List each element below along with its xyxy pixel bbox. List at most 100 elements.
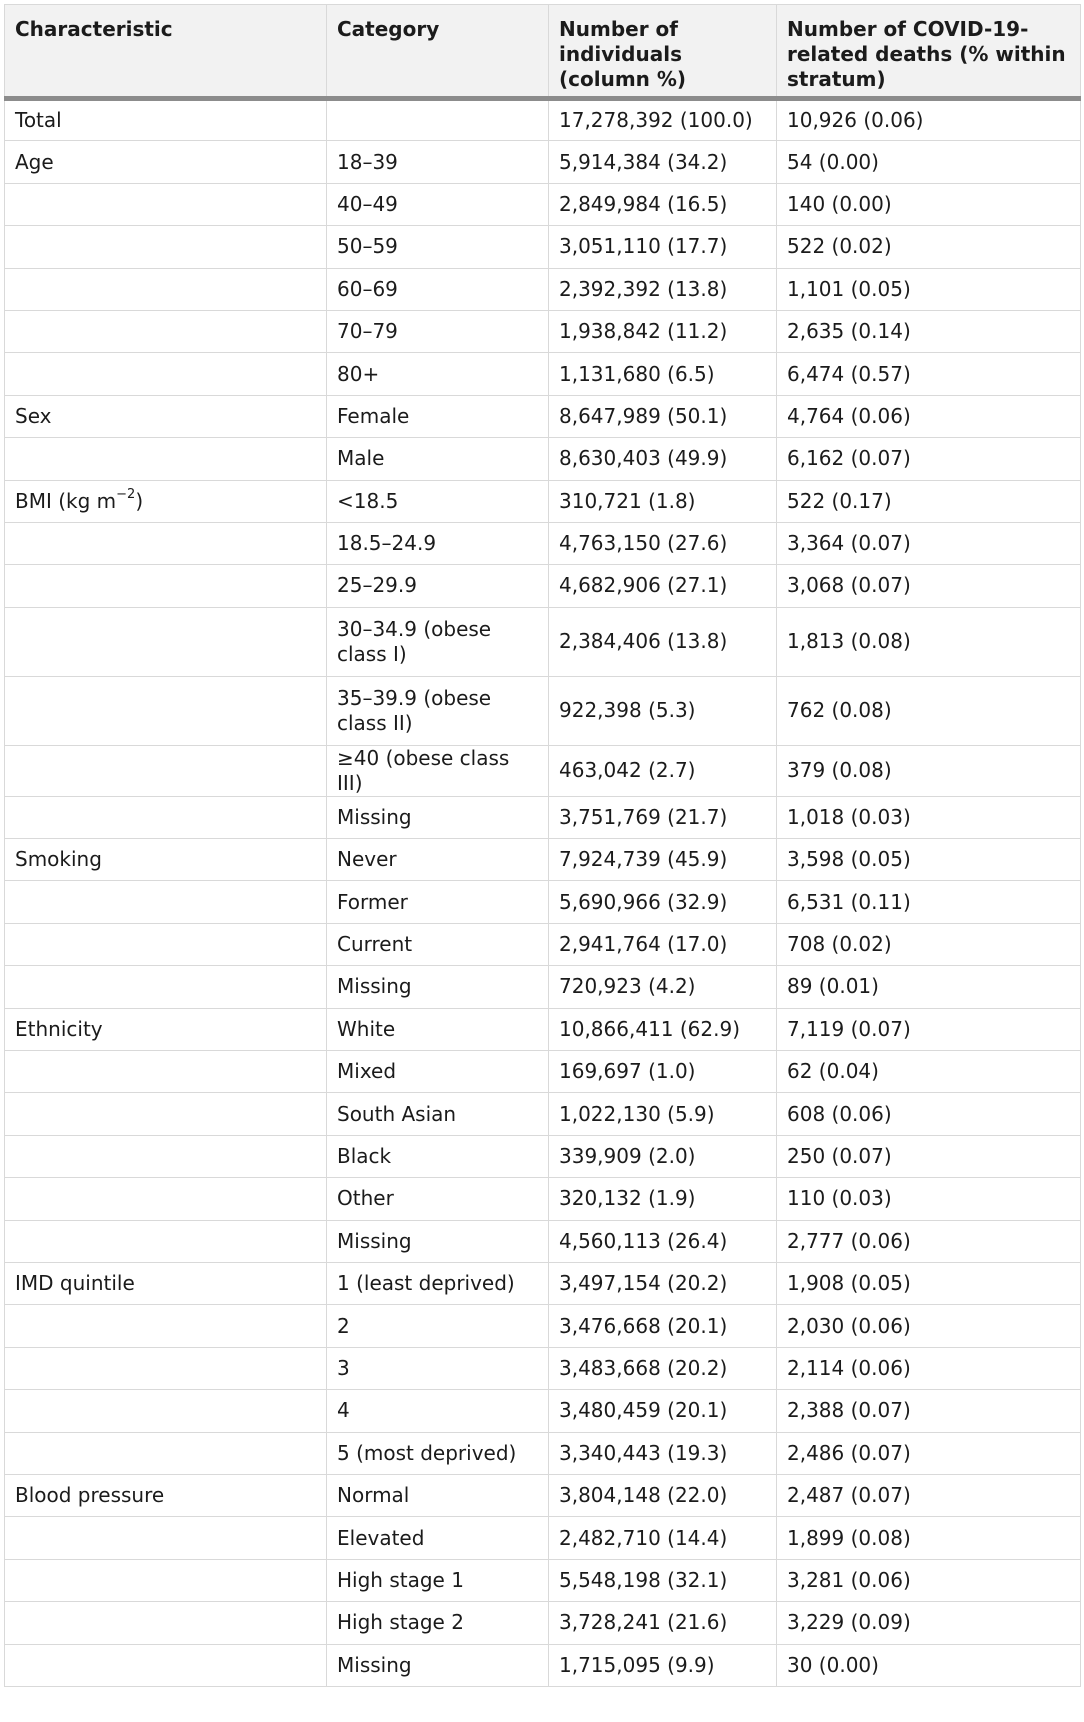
table-row: 4 3,480,459 (20.1) 2,388 (0.07) [4, 1389, 1081, 1433]
cell-category: Never [326, 838, 549, 882]
cell-category: White [326, 1007, 549, 1052]
cell-characteristic [4, 352, 327, 396]
cell-characteristic [4, 1601, 327, 1645]
cell-individuals: 922,398 (5.3) [548, 675, 777, 746]
table-row: High stage 1 5,548,198 (32.1) 3,281 (0.06) [4, 1558, 1081, 1603]
cell-characteristic [4, 675, 327, 746]
cell-category: Black [326, 1134, 549, 1179]
cell-category: ≥40 (obese class III) [326, 744, 549, 797]
cell-individuals: 1,715,095 (9.9) [548, 1643, 777, 1687]
cell-deaths: 1,813 (0.08) [776, 606, 1081, 677]
cell-category: 35–39.9 (obese class II) [326, 675, 549, 746]
cell-characteristic [4, 606, 327, 677]
cell-characteristic [4, 182, 327, 227]
cell-deaths: 4,764 (0.06) [776, 394, 1081, 439]
table-row: Mixed 169,697 (1.0) 62 (0.04) [4, 1050, 1081, 1094]
cell-characteristic [4, 1134, 327, 1179]
cell-individuals: 17,278,392 (100.0) [548, 97, 777, 142]
table-body: Total 17,278,392 (100.0) 10,926 (0.06) Age 1… [4, 97, 1081, 1687]
cell-individuals: 10,866,411 (62.9) [548, 1007, 777, 1052]
cell-characteristic [4, 1050, 327, 1094]
table-row: Missing 720,923 (4.2) 89 (0.01) [4, 965, 1081, 1009]
cell-characteristic [4, 1304, 327, 1348]
cell-deaths: 2,114 (0.06) [776, 1346, 1081, 1391]
cell-individuals: 2,849,984 (16.5) [548, 182, 777, 227]
cell-characteristic [4, 1346, 327, 1391]
cell-individuals: 463,042 (2.7) [548, 744, 777, 797]
header-individuals: Number of individuals (column %) [548, 4, 777, 99]
cell-individuals: 1,131,680 (6.5) [548, 352, 777, 396]
cell-characteristic [4, 1558, 327, 1603]
table-row: Sex Female 8,647,989 (50.1) 4,764 (0.06) [4, 394, 1081, 439]
cell-deaths: 6,531 (0.11) [776, 880, 1081, 924]
cell-deaths: 522 (0.17) [776, 479, 1081, 523]
cell-deaths: 250 (0.07) [776, 1134, 1081, 1179]
cell-category: Mixed [326, 1050, 549, 1094]
bmi-label: BMI (kg m [15, 488, 117, 513]
cell-individuals: 3,340,443 (19.3) [548, 1431, 777, 1475]
cell-deaths: 2,487 (0.07) [776, 1473, 1081, 1518]
cell-deaths: 3,281 (0.06) [776, 1558, 1081, 1603]
cell-category: High stage 1 [326, 1558, 549, 1603]
cell-individuals: 4,560,113 (26.4) [548, 1219, 777, 1263]
cell-deaths: 708 (0.02) [776, 922, 1081, 967]
cell-deaths: 522 (0.02) [776, 225, 1081, 269]
table-row: Missing 1,715,095 (9.9) 30 (0.00) [4, 1643, 1081, 1687]
cell-characteristic [4, 1389, 327, 1433]
cell-category: Missing [326, 965, 549, 1009]
table-row: Missing 4,560,113 (26.4) 2,777 (0.06) [4, 1219, 1081, 1263]
table-row: Elevated 2,482,710 (14.4) 1,899 (0.08) [4, 1516, 1081, 1560]
header-category: Category [326, 4, 549, 99]
cell-category: Male [326, 437, 549, 481]
cell-characteristic [4, 225, 327, 269]
header-row: Characteristic Category Number of indivi… [4, 4, 1081, 99]
table-row: 3 3,483,668 (20.2) 2,114 (0.06) [4, 1346, 1081, 1391]
cell-category: Elevated [326, 1516, 549, 1560]
cell-deaths: 379 (0.08) [776, 744, 1081, 797]
cell-individuals: 3,480,459 (20.1) [548, 1389, 777, 1433]
cell-category: 40–49 [326, 182, 549, 227]
cell-characteristic [4, 744, 327, 797]
cell-category: <18.5 [326, 479, 549, 523]
table-row: 80+ 1,131,680 (6.5) 6,474 (0.57) [4, 352, 1081, 396]
table-container: Characteristic Category Number of indivi… [4, 4, 1081, 1687]
cell-category: 1 (least deprived) [326, 1261, 549, 1306]
cell-deaths: 89 (0.01) [776, 965, 1081, 1009]
cell-category: 3 [326, 1346, 549, 1391]
cell-individuals: 310,721 (1.8) [548, 479, 777, 523]
cell-deaths: 2,777 (0.06) [776, 1219, 1081, 1263]
cell-individuals: 3,751,769 (21.7) [548, 795, 777, 840]
cell-characteristic: BMI (kg m−2) [4, 479, 327, 523]
cell-deaths: 1,101 (0.05) [776, 267, 1081, 311]
table-row: Former 5,690,966 (32.9) 6,531 (0.11) [4, 880, 1081, 924]
cell-individuals: 2,384,406 (13.8) [548, 606, 777, 677]
cell-characteristic: Age [4, 140, 327, 184]
cell-individuals: 3,476,668 (20.1) [548, 1304, 777, 1348]
cell-characteristic [4, 267, 327, 311]
cell-characteristic [4, 1219, 327, 1263]
cell-deaths: 6,474 (0.57) [776, 352, 1081, 396]
cell-category: 30–34.9 (obese class I) [326, 606, 549, 677]
cell-deaths: 30 (0.00) [776, 1643, 1081, 1687]
cell-deaths: 608 (0.06) [776, 1092, 1081, 1136]
cell-characteristic [4, 922, 327, 967]
cell-deaths: 1,908 (0.05) [776, 1261, 1081, 1306]
cell-individuals: 3,051,110 (17.7) [548, 225, 777, 269]
cell-individuals: 2,392,392 (13.8) [548, 267, 777, 311]
cell-category: 2 [326, 1304, 549, 1348]
table-header: Characteristic Category Number of indivi… [4, 4, 1081, 99]
table-row: BMI (kg m−2) <18.5 310,721 (1.8) 522 (0.17) [4, 479, 1081, 523]
cell-individuals: 2,482,710 (14.4) [548, 1516, 777, 1560]
table-row: 40–49 2,849,984 (16.5) 140 (0.00) [4, 182, 1081, 227]
cell-category: Missing [326, 795, 549, 840]
cell-individuals: 339,909 (2.0) [548, 1134, 777, 1179]
cell-category: High stage 2 [326, 1601, 549, 1645]
table-row: 25–29.9 4,682,906 (27.1) 3,068 (0.07) [4, 564, 1081, 608]
table-row: IMD quintile 1 (least deprived) 3,497,154 … [4, 1261, 1081, 1306]
cell-characteristic: IMD quintile [4, 1261, 327, 1306]
cell-deaths: 62 (0.04) [776, 1050, 1081, 1094]
cell-category: 18.5–24.9 [326, 521, 549, 566]
cell-individuals: 8,647,989 (50.1) [548, 394, 777, 439]
table-row: Male 8,630,403 (49.9) 6,162 (0.07) [4, 437, 1081, 481]
cell-category: 60–69 [326, 267, 549, 311]
